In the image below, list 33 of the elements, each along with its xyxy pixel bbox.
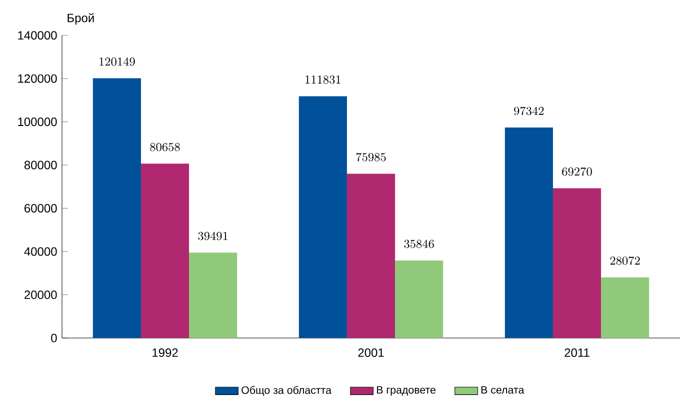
data-label: 80658 xyxy=(150,142,180,152)
data-label: 75985 xyxy=(356,152,386,162)
y-tick-label: 20000 xyxy=(24,290,57,300)
data-label: 97342 xyxy=(514,106,544,116)
bar xyxy=(601,277,650,338)
y-tick-label: 120000 xyxy=(18,74,57,83)
y-tick-label: 0 xyxy=(51,334,57,342)
y-tick-label: 60000 xyxy=(24,204,57,213)
y-tick-label: 40000 xyxy=(24,247,57,256)
legend-label: В селата xyxy=(481,386,524,394)
x-tick-label: 2011 xyxy=(564,348,590,357)
bar xyxy=(92,78,141,338)
bar xyxy=(552,188,602,338)
data-label: 39491 xyxy=(198,232,228,240)
y-tick-label: 100000 xyxy=(18,118,57,126)
bar xyxy=(504,128,553,338)
legend-label: В градовете xyxy=(377,386,436,396)
y-tick-label: 140000 xyxy=(18,31,57,40)
x-tick-label: 2001 xyxy=(358,348,384,357)
legend-label: Общо за областта xyxy=(242,386,332,396)
bar xyxy=(346,174,396,338)
data-label: 35846 xyxy=(404,240,434,248)
data-label: 120149 xyxy=(100,57,135,66)
data-label: 111831 xyxy=(306,76,340,84)
bar xyxy=(140,164,190,338)
data-label: 28072 xyxy=(610,256,640,265)
bar xyxy=(395,260,444,338)
bar xyxy=(189,252,238,338)
x-tick-label: 1992 xyxy=(152,348,178,357)
bar xyxy=(298,96,347,338)
y-axis-title: Брой xyxy=(68,13,94,25)
data-label: 69270 xyxy=(562,167,592,176)
y-tick-label: 80000 xyxy=(24,160,57,170)
